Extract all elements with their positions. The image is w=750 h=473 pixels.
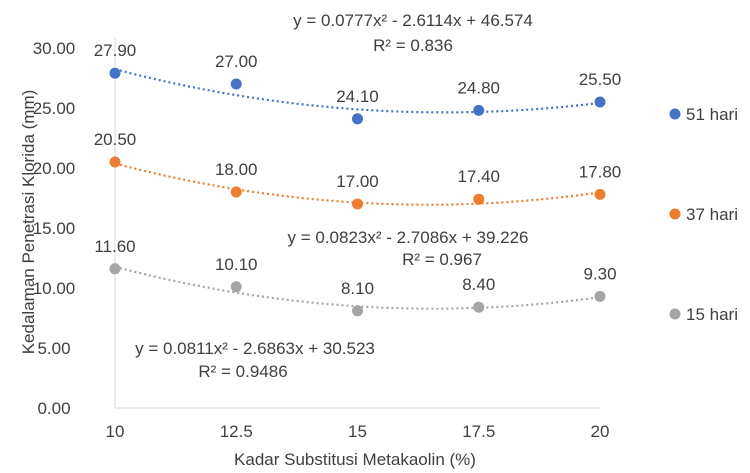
data-label: 24.10 bbox=[336, 87, 379, 106]
data-point bbox=[109, 67, 121, 79]
x-tick-label: 15 bbox=[348, 422, 367, 441]
data-label: 18.00 bbox=[215, 160, 258, 179]
data-point bbox=[594, 290, 606, 302]
data-label: 17.00 bbox=[336, 172, 379, 191]
data-label: 17.40 bbox=[457, 167, 500, 186]
data-label: 10.10 bbox=[215, 255, 258, 274]
trend-equation: y = 0.0811x² - 2.6863x + 30.523 bbox=[135, 339, 375, 358]
y-tick-label: 10.00 bbox=[33, 279, 76, 298]
data-label: 8.10 bbox=[341, 279, 374, 298]
data-point bbox=[473, 104, 485, 116]
data-label: 27.00 bbox=[215, 52, 258, 71]
y-tick-label: 20.00 bbox=[33, 159, 76, 178]
data-label: 9.30 bbox=[583, 264, 616, 283]
x-axis-title: Kadar Substitusi Metakaolin (%) bbox=[234, 450, 476, 469]
data-point bbox=[230, 78, 242, 90]
r-squared: R² = 0.836 bbox=[373, 36, 453, 55]
data-point bbox=[352, 113, 363, 125]
data-point bbox=[109, 156, 121, 168]
data-label: 17.80 bbox=[579, 162, 622, 181]
r-squared: R² = 0.9486 bbox=[198, 362, 287, 381]
y-axis-title: Kedalaman Penetrasi Klorida (mm) bbox=[19, 90, 38, 355]
data-point bbox=[473, 301, 485, 313]
data-label: 27.90 bbox=[94, 41, 137, 60]
data-point bbox=[109, 263, 121, 275]
trendline-0 bbox=[114, 68, 601, 114]
data-label: 25.50 bbox=[579, 70, 622, 89]
trend-equations: y = 0.0777x² - 2.6114x + 46.574 R² = 0.83… bbox=[135, 11, 533, 381]
data-point bbox=[352, 305, 363, 317]
x-tick-label: 20 bbox=[591, 422, 610, 441]
legend-marker bbox=[669, 108, 681, 120]
data-point bbox=[352, 198, 363, 210]
x-tick-label: 10 bbox=[106, 422, 125, 441]
legend-label: 51 hari bbox=[686, 105, 738, 124]
legend-label: 15 hari bbox=[686, 305, 738, 324]
r-squared: R² = 0.967 bbox=[402, 250, 482, 269]
data-label: 20.50 bbox=[94, 130, 137, 149]
data-point bbox=[230, 281, 242, 293]
data-label: 11.60 bbox=[94, 237, 135, 256]
x-tick-label: 12.5 bbox=[220, 422, 253, 441]
data-label: 8.40 bbox=[462, 275, 495, 294]
legend: 51 hari 37 hari 15 hari bbox=[669, 105, 738, 324]
data-points bbox=[109, 67, 606, 317]
legend-marker bbox=[669, 208, 681, 220]
data-point bbox=[473, 193, 485, 205]
trend-equation: y = 0.0823x² - 2.7086x + 39.226 bbox=[287, 228, 528, 247]
y-tick-label: 5.00 bbox=[37, 339, 70, 358]
y-tick-label: 30.00 bbox=[33, 39, 76, 58]
y-tick-label: 25.00 bbox=[33, 99, 76, 118]
legend-marker bbox=[669, 308, 681, 320]
legend-label: 37 hari bbox=[686, 205, 738, 224]
data-label: 24.80 bbox=[457, 78, 500, 97]
x-tick-label: 17.5 bbox=[462, 422, 495, 441]
y-tick-label: 0.00 bbox=[37, 399, 70, 418]
trend-equation: y = 0.0777x² - 2.6114x + 46.574 bbox=[293, 11, 533, 30]
data-point bbox=[594, 188, 606, 200]
data-point bbox=[594, 96, 606, 108]
y-tick-label: 15.00 bbox=[33, 219, 76, 238]
data-labels: 27.90 27.00 24.10 24.80 25.50 20.50 18.00 17.00… bbox=[94, 41, 622, 298]
axes: 0.00 5.00 10.00 15.00 20.00 25.00 30.00 10 12.5 1… bbox=[33, 38, 610, 441]
data-point bbox=[230, 186, 242, 198]
